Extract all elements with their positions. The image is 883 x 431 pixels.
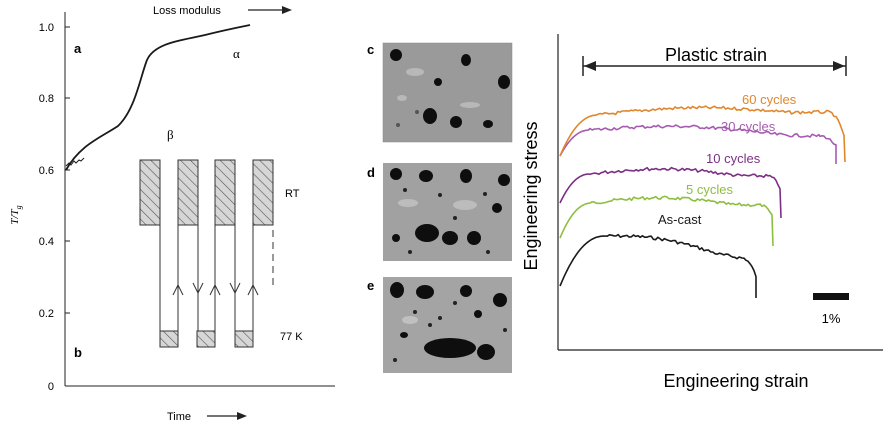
y-tick-label: 0 bbox=[48, 381, 54, 393]
down-arrow bbox=[192, 282, 204, 295]
micrograph-e bbox=[383, 277, 512, 373]
rt-block bbox=[139, 159, 161, 226]
stress-curve-5 bbox=[559, 105, 846, 163]
y-tick-label: 1.0 bbox=[39, 22, 54, 34]
panel-letter-d: d bbox=[367, 165, 375, 180]
time-arrowhead bbox=[237, 412, 247, 420]
panel-a-y-axis-title: T/Tg bbox=[9, 205, 23, 224]
micrograph-c bbox=[382, 42, 513, 143]
curve-label-30: 30 cycles bbox=[721, 119, 776, 134]
beta-label: β bbox=[167, 127, 174, 142]
panel-letter-b: b bbox=[74, 345, 82, 360]
stress-y-axis-title: Engineering stress bbox=[521, 121, 541, 270]
svg-text:T/Tg: T/Tg bbox=[9, 205, 23, 224]
y-tick-label: 0.2 bbox=[39, 308, 54, 320]
panel-a-y-tick-marks bbox=[65, 26, 70, 314]
alpha-label: α bbox=[233, 46, 240, 61]
scale-bar bbox=[813, 293, 849, 300]
loss-modulus-arrowhead bbox=[282, 6, 292, 14]
plastic-strain-label: Plastic strain bbox=[665, 45, 767, 65]
micrographs: c d e bbox=[367, 42, 513, 373]
micrograph-d bbox=[383, 163, 512, 261]
stress-x-axis-title: Engineering strain bbox=[663, 371, 808, 391]
panel-b-schematic: RT 77 K bbox=[139, 159, 303, 348]
cold-block bbox=[159, 330, 179, 348]
curve-noise bbox=[65, 157, 85, 167]
down-arrow bbox=[229, 282, 241, 295]
y-axis-title-main: T/T bbox=[9, 208, 21, 224]
up-arrow bbox=[209, 283, 221, 296]
y-tick-label: 0.8 bbox=[39, 93, 54, 105]
rt-label: RT bbox=[285, 188, 300, 200]
y-tick-label: 0.6 bbox=[39, 165, 54, 177]
time-label: Time bbox=[167, 411, 191, 423]
curve-label-60: 60 cycles bbox=[742, 92, 797, 107]
cold-block bbox=[234, 330, 254, 348]
rt-block bbox=[214, 159, 236, 226]
stress-curves bbox=[559, 105, 846, 298]
loss-modulus-label: Loss modulus bbox=[153, 5, 221, 17]
y-axis-title-sub: g bbox=[14, 205, 23, 209]
stress-strain-panel: Engineering stress Engineering strain Pl… bbox=[521, 34, 883, 391]
curve-label-as-cast: As-cast bbox=[658, 212, 702, 227]
curve-label-10: 10 cycles bbox=[706, 151, 761, 166]
stress-curve-2 bbox=[559, 195, 774, 247]
up-arrow bbox=[247, 283, 259, 296]
panel-letter-a: a bbox=[74, 41, 82, 56]
panel-letter-c: c bbox=[367, 42, 374, 57]
stress-y-axis-title-group: Engineering stress bbox=[521, 121, 541, 270]
cold-block bbox=[196, 330, 216, 348]
panel-letter-e: e bbox=[367, 278, 374, 293]
plastic-strain-arrowhead-right bbox=[833, 61, 845, 71]
rt-block bbox=[252, 159, 274, 226]
stress-curve-1 bbox=[559, 233, 757, 298]
curve-label-5: 5 cycles bbox=[686, 182, 733, 197]
up-arrow bbox=[172, 283, 184, 296]
scale-bar-label: 1% bbox=[822, 311, 841, 326]
rt-block bbox=[177, 159, 199, 226]
loss-modulus-curve bbox=[65, 24, 251, 171]
stress-curve-4 bbox=[559, 124, 837, 164]
y-tick-label: 0.4 bbox=[39, 236, 54, 248]
stress-curve-3 bbox=[559, 166, 782, 219]
panel-a: 1.0 0.8 0.6 0.4 0.2 0 T/Tg Loss modulus … bbox=[9, 5, 335, 423]
cold-temp-label: 77 K bbox=[280, 331, 303, 343]
plastic-strain-arrowhead-left bbox=[584, 61, 596, 71]
